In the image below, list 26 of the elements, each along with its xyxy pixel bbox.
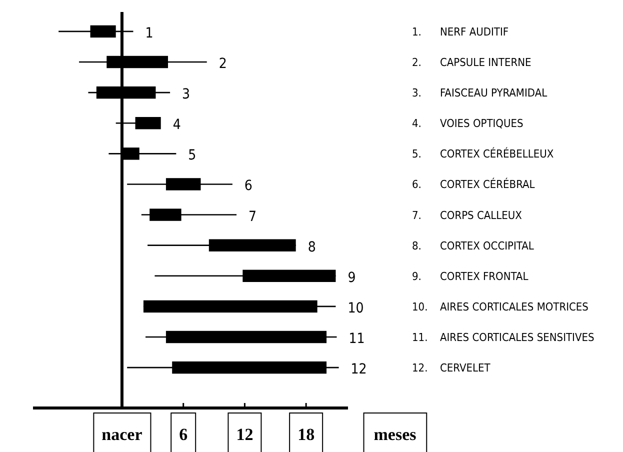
text: 11. AIRES CORTICALES SENSITIVES [412, 331, 594, 344]
y-tick-label: 10 [348, 300, 364, 316]
text: 2. CAPSULE INTERNE [412, 56, 532, 69]
text: 12. CERVELET [412, 362, 492, 375]
text: 6. CORTEX CÉRÉBRAL [412, 178, 535, 192]
text: 8. CORTEX OCCIPITAL [412, 239, 534, 252]
y-tick-label: 12 [350, 362, 367, 378]
text: 5. CORTEX CÉRÉBELLEUX [412, 148, 554, 161]
y-tick-label: 8 [308, 239, 316, 256]
y-tick-label: 7 [248, 208, 257, 225]
y-tick-label: 11 [348, 331, 365, 347]
text: 1. NERF AUDITIF [412, 25, 509, 38]
text: 9. CORTEX FRONTAL [412, 270, 528, 283]
x-tick-label: 18 [298, 425, 315, 444]
y-tick-label: 9 [348, 270, 356, 286]
x-axis-title: meses [374, 425, 417, 444]
y-tick-label: 1 [145, 25, 154, 42]
text: 10. AIRES CORTICALES MOTRICES [412, 300, 588, 314]
y-tick-label: 4 [172, 117, 181, 134]
y-tick-label: 3 [182, 86, 190, 103]
x-tick-label: nacer [102, 425, 143, 444]
text: 4. VOIES OPTIQUES [412, 117, 524, 130]
text: 3. FAISCEAU PYRAMIDAL [412, 86, 548, 100]
text: 7. CORPS CALLEUX [412, 208, 522, 222]
y-tick-label: 2 [218, 56, 227, 72]
y-tick-label: 5 [188, 148, 196, 164]
